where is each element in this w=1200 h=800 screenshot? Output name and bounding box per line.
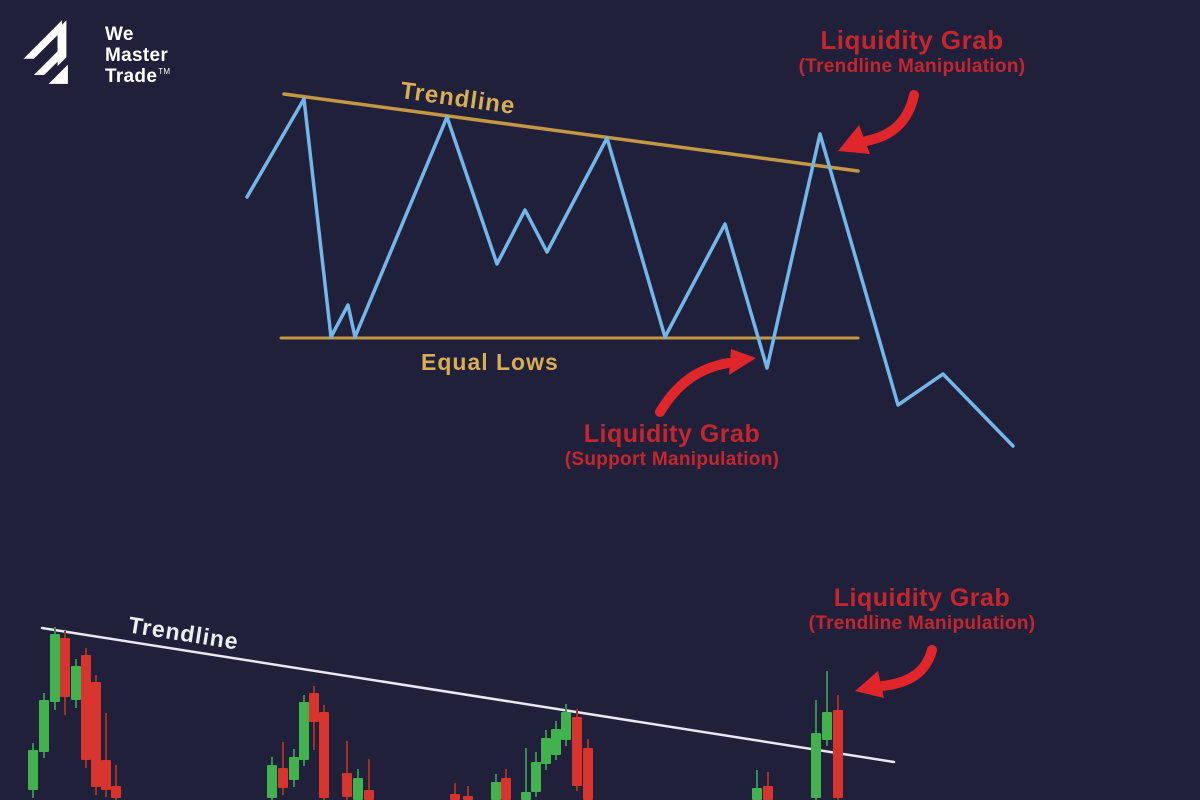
- brand-logo: We Master TradeTM: [22, 13, 170, 97]
- liquidity-grab-support-annotation: Liquidity Grab (Support Manipulation): [522, 420, 822, 472]
- liquidity-grab-top-annotation: Liquidity Grab (Trendline Manipulation): [762, 25, 1062, 79]
- liquidity-grab-bottom-subtitle: (Trendline Manipulation): [808, 612, 1036, 634]
- liquidity-grab-support-subtitle: (Support Manipulation): [564, 448, 780, 470]
- brand-logo-icon: [23, 20, 68, 84]
- arrow-support-grab: [655, 349, 756, 417]
- arrow-top-trendline-grab: [838, 90, 919, 154]
- brand-line-1: We: [105, 24, 134, 45]
- liquidity-grab-top-title: Liquidity Grab: [820, 25, 1004, 55]
- brand-line-3: TradeTM: [105, 65, 171, 87]
- brand-line-2: Master: [105, 44, 169, 66]
- liquidity-grab-bottom-annotation: Liquidity Grab (Trendline Manipulation): [772, 584, 1072, 636]
- liquidity-grab-support-title: Liquidity Grab: [583, 420, 761, 448]
- liquidity-grab-bottom-title: Liquidity Grab: [833, 584, 1011, 612]
- brand-name: We Master TradeTM: [105, 24, 171, 88]
- top-trendline-label: Trendline: [398, 77, 518, 120]
- liquidity-grab-top-subtitle: (Trendline Manipulation): [798, 55, 1026, 77]
- bottom-trendline-label: Trendline: [126, 611, 241, 655]
- arrow-bottom-trendline-grab: [855, 645, 937, 698]
- trademark-symbol: TM: [158, 67, 171, 77]
- equal-lows-label: Equal Lows: [421, 349, 559, 375]
